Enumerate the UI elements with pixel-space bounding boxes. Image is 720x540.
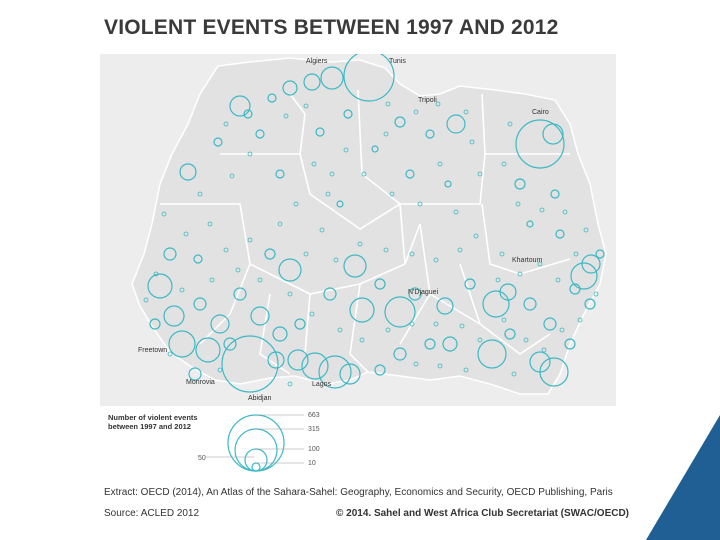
city-label-cairo: Cairo <box>532 109 549 116</box>
legend-circle-100 <box>244 448 268 472</box>
city-label-algiers: Algiers <box>306 58 328 65</box>
legend-title: Number of violent events between 1997 an… <box>108 413 198 431</box>
map-title: VIOLENT EVENTS BETWEEN 1997 AND 2012 <box>104 16 559 39</box>
city-label-freetown: Freetown <box>138 347 167 354</box>
land-mass <box>131 57 607 395</box>
legend-value-315: 315 <box>308 426 320 433</box>
legend-title-line1: Number of violent events <box>108 413 198 422</box>
legend-circle-315 <box>234 428 278 472</box>
city-label-abidjan: Abidjan <box>248 395 271 402</box>
legend-value-10: 10 <box>308 460 316 467</box>
legend-value-100: 100 <box>308 446 320 453</box>
city-label-monrovia: Monrovia <box>186 379 215 386</box>
legend-value-663: 663 <box>308 412 320 419</box>
legend-circles: 663 315 100 10 50 <box>198 412 320 472</box>
corner-accent <box>646 415 720 540</box>
legend-circle-10 <box>251 462 261 472</box>
legend-value-left: 50 <box>198 455 206 462</box>
source-citation: Source: ACLED 2012 <box>104 508 200 519</box>
city-label-khartoum: Khartoum <box>512 257 543 264</box>
city-label-tripoli: Tripoli <box>418 97 437 104</box>
city-label-tunis: Tunis <box>389 58 406 65</box>
city-label-ndjaguei: N'Djaguei <box>408 289 439 296</box>
legend-title-line2: between 1997 and 2012 <box>108 422 191 431</box>
copyright-notice: © 2014. Sahel and West Africa Club Secre… <box>336 508 630 519</box>
city-label-lagos: Lagos <box>312 381 332 388</box>
extract-citation: Extract: OECD (2014), An Atlas of the Sa… <box>104 487 613 498</box>
africa-map: Algiers Tunis Tripoli Cairo Khartoum N'D… <box>100 54 616 406</box>
